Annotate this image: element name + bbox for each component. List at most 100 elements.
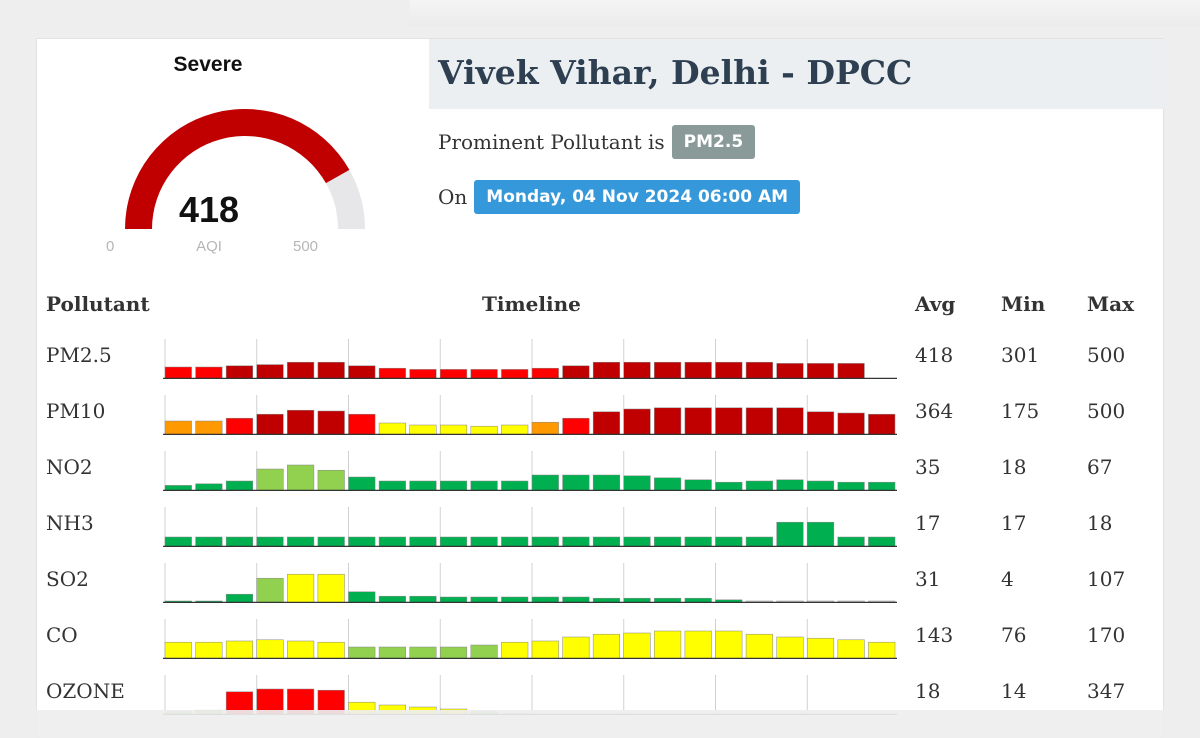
header-timeline: Timeline (482, 292, 581, 316)
timeline-bar (440, 369, 468, 379)
pollutant-row: CO 143 76 170 (37, 619, 1165, 675)
timeline-bar (195, 536, 223, 547)
pollutant-min: 17 (1001, 511, 1027, 535)
prominent-pollutant-badge: PM2.5 (671, 125, 756, 159)
timeline-bar (409, 646, 437, 659)
pollutant-min: 14 (1001, 679, 1027, 703)
pollutant-timeline (163, 507, 897, 547)
pollutant-name: OZONE (46, 679, 125, 703)
aqi-status: Severe (173, 53, 243, 76)
timeline-bar (225, 536, 254, 547)
pollutant-timeline (163, 339, 897, 379)
timeline-bar (256, 536, 284, 547)
station-title: Vivek Vihar, Delhi - DPCC (438, 53, 913, 92)
timeline-bar (287, 361, 315, 379)
pollutant-avg: 17 (915, 511, 941, 535)
pollutant-name: CO (46, 623, 78, 647)
timeline-bar (684, 361, 712, 379)
timeline-bar (317, 410, 345, 435)
timeline-bar (225, 365, 254, 379)
prominent-pollutant-row: Prominent Pollutant is PM2.5 (438, 125, 756, 159)
timeline-bar (592, 361, 620, 379)
timeline-bar (287, 464, 315, 491)
pollutant-min: 4 (1001, 567, 1014, 591)
pollutant-max: 500 (1087, 343, 1126, 367)
timeline-bar (348, 591, 376, 603)
timeline-bar (837, 481, 865, 491)
pollutant-avg: 35 (915, 455, 941, 479)
timeline-bar (195, 420, 223, 435)
timeline-bar (440, 596, 468, 603)
timeline-bar (287, 409, 315, 435)
station-header: Vivek Vihar, Delhi - DPCC (429, 39, 1165, 109)
timeline-bar (348, 413, 376, 435)
timeline-bar (623, 475, 651, 491)
timeline-bar (378, 367, 406, 379)
timeline-bar (531, 640, 559, 659)
timeline-bar (531, 474, 559, 491)
timeline-bar (317, 469, 345, 491)
pollutant-timeline (163, 675, 897, 715)
timeline-bar (868, 536, 896, 547)
aqi-value: 418 (178, 189, 240, 230)
prominent-pollutant-label: Prominent Pollutant is (438, 130, 665, 154)
pollutant-max: 18 (1087, 511, 1113, 535)
timeline-bar (654, 407, 682, 435)
pollutant-avg: 143 (915, 623, 954, 647)
pollutant-name: NH3 (46, 511, 94, 535)
pollutant-row: NO2 35 18 67 (37, 451, 1165, 507)
timeline-bar (745, 480, 773, 491)
header-avg: Avg (915, 292, 956, 316)
timeline-bar (440, 646, 468, 659)
pollutant-name: PM10 (46, 399, 106, 423)
pollutant-avg: 418 (915, 343, 954, 367)
timeline-bar (501, 641, 529, 659)
timeline-bar (531, 367, 559, 379)
timeline-bar (562, 596, 590, 603)
timeline-bar (684, 630, 712, 659)
pollutant-max: 500 (1087, 399, 1126, 423)
pollutant-min: 18 (1001, 455, 1027, 479)
timeline-bar (623, 536, 651, 547)
timeline-bar (562, 417, 590, 435)
timeline-bar (654, 630, 682, 659)
timeline-bar (868, 641, 896, 659)
timeline-bar (715, 536, 743, 547)
timeline-bar (684, 407, 712, 435)
timeline-bar (317, 641, 345, 659)
header-max: Max (1087, 292, 1135, 316)
timeline-bar (654, 597, 682, 603)
pollutant-name: PM2.5 (46, 343, 112, 367)
timeline-bar (378, 595, 406, 603)
reading-date-badge: Monday, 04 Nov 2024 06:00 AM (474, 180, 801, 214)
timeline-bar (623, 632, 651, 659)
pollutant-row: PM2.5 418 301 500 (37, 339, 1165, 395)
timeline-bar (164, 641, 192, 659)
timeline-bar (470, 425, 498, 435)
timeline-bar (348, 646, 376, 659)
timeline-bar (317, 573, 345, 603)
timeline-bar (531, 536, 559, 547)
pollutant-min: 175 (1001, 399, 1040, 423)
timeline-bar (409, 536, 437, 547)
timeline-bar (715, 407, 743, 435)
timeline-bar (501, 424, 529, 435)
timeline-bar (868, 413, 896, 435)
timeline-bar (225, 593, 254, 603)
timeline-bar (837, 363, 865, 379)
timeline-bar (440, 424, 468, 435)
timeline-bar (592, 597, 620, 603)
timeline-bar (715, 481, 743, 491)
timeline-bar (562, 474, 590, 491)
pollutant-avg: 364 (915, 399, 954, 423)
gauge-arc (125, 108, 365, 229)
timeline-bar (807, 480, 835, 491)
pollutant-timeline (163, 619, 897, 659)
aqi-gauge: Severe 418 AQI 0 500 (37, 39, 429, 279)
timeline-bar (837, 412, 865, 435)
timeline-bar (348, 365, 376, 379)
timeline-bar (470, 596, 498, 603)
timeline-bar (776, 479, 804, 491)
on-label: On (438, 185, 468, 209)
timeline-bar (256, 468, 284, 491)
